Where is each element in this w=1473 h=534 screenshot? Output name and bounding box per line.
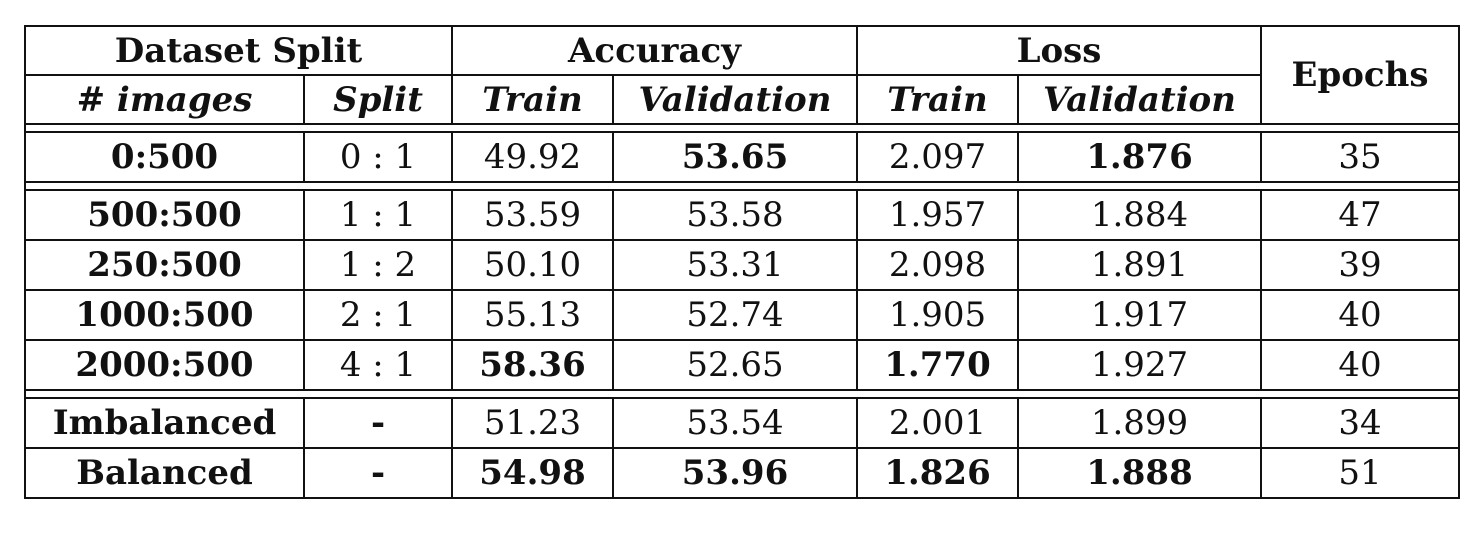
table-row: 1000:500 2 : 1 55.13 52.74 1.905 1.917 4… (24, 289, 1460, 341)
cell-acc-val: 52.65 (612, 339, 858, 391)
separator-cell (24, 181, 1460, 191)
cell-loss-train: 1.770 (856, 339, 1019, 391)
header-loss-train: Train (856, 74, 1019, 125)
cell-acc-val: 53.58 (612, 189, 858, 241)
cell-acc-train: 50.10 (451, 239, 614, 291)
group-separator (24, 181, 1460, 191)
header-dataset-split: Dataset Split (24, 25, 453, 76)
table-row: 2000:500 4 : 1 58.36 52.65 1.770 1.927 4… (24, 339, 1460, 391)
cell-images: Imbalanced (24, 397, 305, 449)
cell-acc-train: 55.13 (451, 289, 614, 341)
cell-loss-train: 1.957 (856, 189, 1019, 241)
cell-acc-val: 53.31 (612, 239, 858, 291)
header-acc-train: Train (451, 74, 614, 125)
cell-split: 1 : 2 (303, 239, 453, 291)
cell-loss-val: 1.888 (1017, 447, 1262, 499)
header-accuracy: Accuracy (451, 25, 858, 76)
separator-cell (24, 123, 1460, 133)
cell-loss-val: 1.891 (1017, 239, 1262, 291)
cell-epochs: 39 (1260, 239, 1460, 291)
cell-acc-train: 54.98 (451, 447, 614, 499)
cell-acc-val: 53.54 (612, 397, 858, 449)
cell-images: Balanced (24, 447, 305, 499)
cell-split: - (303, 447, 453, 499)
cell-acc-val: 53.65 (612, 131, 858, 183)
cell-epochs: 35 (1260, 131, 1460, 183)
cell-loss-train: 2.097 (856, 131, 1019, 183)
cell-loss-train: 1.905 (856, 289, 1019, 341)
results-table: Dataset Split Accuracy Loss Epochs # ima… (24, 25, 1460, 499)
header-split: Split (303, 74, 453, 125)
cell-loss-val: 1.876 (1017, 131, 1262, 183)
cell-loss-val: 1.917 (1017, 289, 1262, 341)
cell-split: 2 : 1 (303, 289, 453, 341)
header-epochs: Epochs (1260, 25, 1460, 125)
header-row-top: Dataset Split Accuracy Loss Epochs (24, 25, 1460, 125)
cell-split: 1 : 1 (303, 189, 453, 241)
cell-acc-train: 51.23 (451, 397, 614, 449)
cell-acc-val: 52.74 (612, 289, 858, 341)
table-row: 250:500 1 : 2 50.10 53.31 2.098 1.891 39 (24, 239, 1460, 291)
cell-loss-train: 1.826 (856, 447, 1019, 499)
cell-images: 1000:500 (24, 289, 305, 341)
cell-epochs: 40 (1260, 339, 1460, 391)
header-loss: Loss (856, 25, 1262, 76)
separator-cell (24, 389, 1460, 399)
cell-acc-train: 49.92 (451, 131, 614, 183)
cell-epochs: 40 (1260, 289, 1460, 341)
cell-loss-train: 2.098 (856, 239, 1019, 291)
header-num-images: # images (24, 74, 305, 125)
table-row: Imbalanced - 51.23 53.54 2.001 1.899 34 (24, 397, 1460, 449)
cell-epochs: 34 (1260, 397, 1460, 449)
cell-loss-val: 1.927 (1017, 339, 1262, 391)
header-acc-validation: Validation (612, 74, 858, 125)
cell-loss-train: 2.001 (856, 397, 1019, 449)
cell-loss-val: 1.884 (1017, 189, 1262, 241)
cell-split: 0 : 1 (303, 131, 453, 183)
cell-images: 500:500 (24, 189, 305, 241)
cell-acc-val: 53.96 (612, 447, 858, 499)
header-row-sub: # images Split Train Validation Train Va… (24, 74, 1459, 125)
cell-images: 0:500 (24, 131, 305, 183)
table-row: 0:500 0 : 1 49.92 53.65 2.097 1.876 35 (24, 131, 1460, 183)
cell-images: 2000:500 (24, 339, 305, 391)
cell-epochs: 47 (1260, 189, 1460, 241)
cell-images: 250:500 (24, 239, 305, 291)
cell-acc-train: 53.59 (451, 189, 614, 241)
cell-epochs: 51 (1260, 447, 1460, 499)
header-loss-validation: Validation (1017, 74, 1262, 125)
cell-acc-train: 58.36 (451, 339, 614, 391)
cell-loss-val: 1.899 (1017, 397, 1262, 449)
cell-split: 4 : 1 (303, 339, 453, 391)
table-row: 500:500 1 : 1 53.59 53.58 1.957 1.884 47 (24, 189, 1460, 241)
group-separator (24, 389, 1460, 399)
cell-split: - (303, 397, 453, 449)
group-separator (24, 123, 1460, 133)
table-row: Balanced - 54.98 53.96 1.826 1.888 51 (24, 447, 1460, 499)
